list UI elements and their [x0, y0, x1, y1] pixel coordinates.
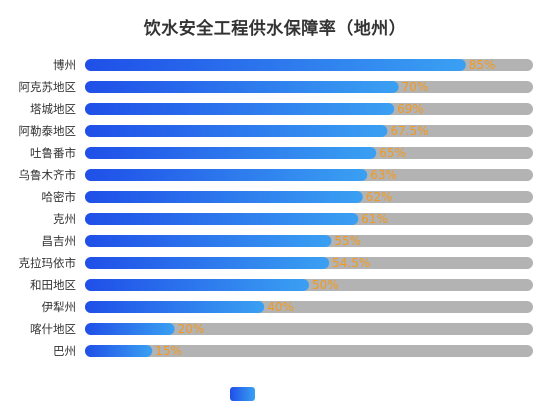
value-label: 40%	[267, 300, 294, 314]
category-label: 阿勒泰地区	[19, 124, 77, 138]
value-label: 15%	[155, 344, 182, 358]
bar[interactable]	[85, 345, 153, 357]
bar[interactable]	[85, 301, 265, 313]
bar[interactable]	[85, 147, 377, 159]
category-label: 喀什地区	[30, 322, 76, 336]
value-label: 20%	[178, 322, 205, 336]
value-label: 63%	[370, 168, 397, 182]
category-label: 伊犁州	[42, 300, 77, 314]
bar[interactable]	[85, 235, 332, 247]
category-label: 克州	[53, 212, 76, 226]
bars-layer: 博州 85% 阿克苏地区 70% 塔城地区 69% 阿勒泰地区 67.5% 吐鲁番市 65% 乌鲁木…	[19, 58, 533, 358]
value-label: 54.5%	[332, 256, 370, 270]
legend-swatch[interactable]	[230, 387, 255, 401]
category-label: 吐鲁番市	[30, 146, 76, 160]
category-label: 巴州	[53, 344, 76, 358]
bar[interactable]	[85, 323, 175, 335]
value-label: 62%	[366, 190, 393, 204]
value-label: 50%	[312, 278, 339, 292]
bar-track	[85, 323, 533, 335]
category-label: 博州	[53, 58, 76, 72]
bar[interactable]	[85, 279, 309, 291]
bar[interactable]	[85, 59, 466, 71]
category-label: 克拉玛依市	[19, 256, 77, 270]
bar[interactable]	[85, 257, 330, 269]
category-label: 乌鲁木齐市	[19, 168, 77, 182]
value-label: 70%	[402, 80, 429, 94]
value-label: 55%	[334, 234, 361, 248]
bar[interactable]	[85, 103, 395, 115]
category-label: 和田地区	[30, 278, 76, 292]
category-label: 昌吉州	[42, 234, 77, 248]
bar[interactable]	[85, 81, 399, 93]
bar[interactable]	[85, 191, 363, 203]
category-label: 塔城地区	[30, 102, 76, 116]
bar[interactable]	[85, 125, 388, 137]
value-label: 85%	[469, 58, 496, 72]
value-label: 65%	[379, 146, 406, 160]
category-label: 哈密市	[42, 190, 77, 204]
value-label: 67.5%	[390, 124, 428, 138]
bar-track	[85, 345, 533, 357]
chart-title: 饮水安全工程供水保障率（地州）	[143, 19, 407, 39]
bar[interactable]	[85, 213, 359, 225]
bar[interactable]	[85, 169, 368, 181]
category-label: 阿克苏地区	[19, 80, 77, 94]
value-label: 69%	[397, 102, 424, 116]
value-label: 61%	[361, 212, 388, 226]
